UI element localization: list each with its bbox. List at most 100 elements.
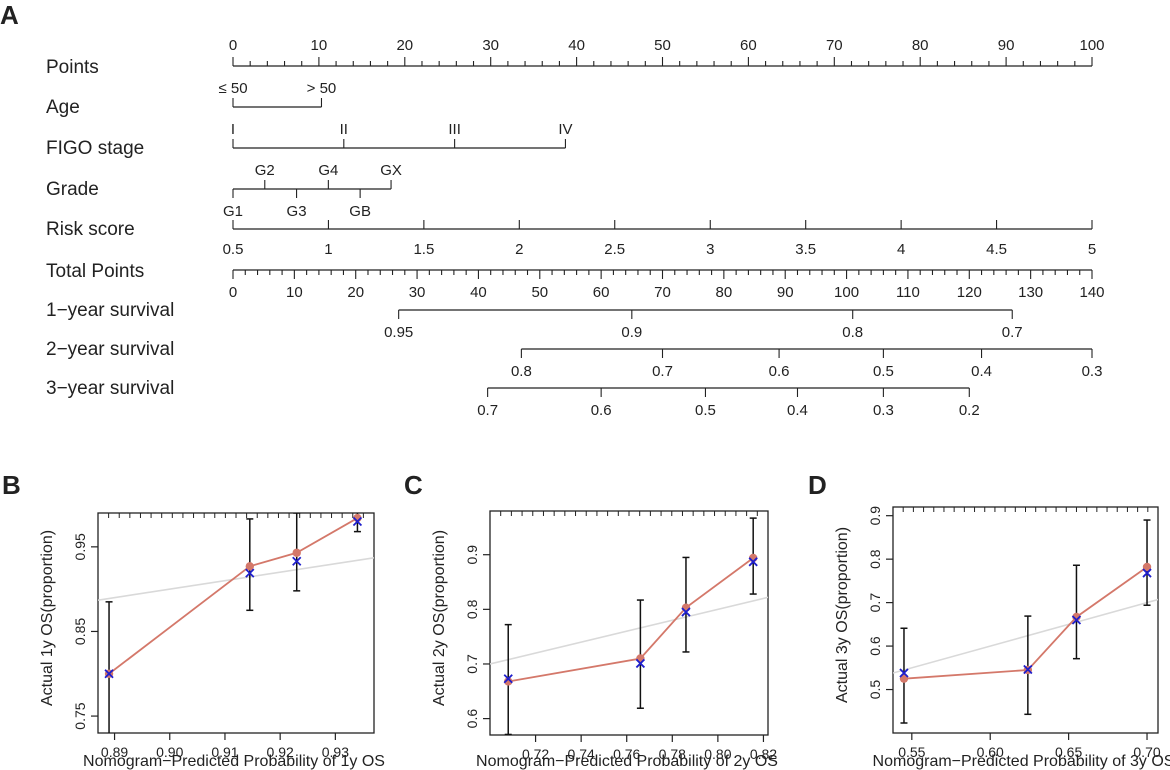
s2-tick-label: 0.8 bbox=[511, 363, 532, 380]
age-tick-label: > 50 bbox=[307, 80, 337, 97]
x-axis-title: Nomogram−Predicted Probability of 2y OS bbox=[476, 753, 778, 770]
bias-corrected-marker bbox=[292, 556, 302, 566]
x-tick-label: 0.91 bbox=[211, 744, 238, 760]
s3-tick-label: 0.7 bbox=[477, 402, 498, 419]
grade-tick-label: G4 bbox=[318, 162, 338, 179]
x-axis-title: Nomogram−Predicted Probability of 3y OS bbox=[873, 753, 1170, 770]
row-label-risk: Risk score bbox=[46, 219, 135, 240]
x-tick-label: 0.76 bbox=[613, 746, 640, 762]
bias-corrected-marker bbox=[503, 674, 513, 684]
total-tick-label: 130 bbox=[1018, 284, 1043, 301]
y-tick-label: 0.85 bbox=[72, 618, 88, 645]
y-tick-label: 0.8 bbox=[464, 599, 480, 619]
total-tick-label: 10 bbox=[286, 284, 303, 301]
y-axis-title: Actual 3y OS(proportion) bbox=[834, 527, 851, 703]
panel-label-a: A bbox=[0, 0, 19, 30]
x-tick-label: 0.80 bbox=[704, 746, 731, 762]
total-tick-label: 140 bbox=[1079, 284, 1104, 301]
calibration-plot-1y: B 0.89 0.90 0.91 0.92 0.93 0.75 0.85 0.95 Nomogr… bbox=[2, 470, 385, 770]
total-tick-label: 0 bbox=[229, 284, 237, 301]
total-tick-label: 80 bbox=[716, 284, 733, 301]
s3-tick-label: 0.5 bbox=[695, 402, 716, 419]
total-tick-label: 100 bbox=[834, 284, 859, 301]
plot-area bbox=[893, 519, 1158, 724]
row-label-figo: FIGO stage bbox=[46, 138, 144, 159]
grade-tick-label: G2 bbox=[255, 162, 275, 179]
row-label-s3: 3−year survival bbox=[46, 378, 174, 399]
points-tick-label: 100 bbox=[1079, 37, 1104, 54]
bias-corrected-marker bbox=[1142, 568, 1152, 578]
risk-tick-label: 2 bbox=[515, 241, 523, 258]
row-label-s2: 2−year survival bbox=[46, 339, 174, 360]
s1-tick-label: 0.95 bbox=[384, 324, 413, 341]
y-axis-title: Actual 1y OS(proportion) bbox=[39, 530, 56, 706]
points-tick-label: 10 bbox=[311, 37, 328, 54]
total-tick-label: 120 bbox=[957, 284, 982, 301]
x-axis-title: Nomogram−Predicted Probability of 1y OS bbox=[83, 753, 385, 770]
risk-tick-label: 3.5 bbox=[795, 241, 816, 258]
observed-point bbox=[1142, 562, 1152, 572]
observed-point bbox=[899, 674, 909, 683]
y-tick-label: 0.9 bbox=[867, 506, 883, 526]
y-tick-label: 0.7 bbox=[867, 593, 883, 613]
s2-tick-label: 0.5 bbox=[873, 363, 894, 380]
row-label-s1: 1−year survival bbox=[46, 300, 174, 321]
x-tick-label: 0.78 bbox=[659, 746, 686, 762]
s3-tick-label: 0.2 bbox=[959, 402, 980, 419]
x-tick-label: 0.72 bbox=[522, 746, 549, 762]
x-tick-label: 0.90 bbox=[156, 744, 183, 760]
points-tick-label: 20 bbox=[396, 37, 413, 54]
panel-label-b: B bbox=[2, 470, 21, 500]
observed-point bbox=[504, 677, 513, 686]
y-tick-label: 0.5 bbox=[867, 680, 883, 700]
ideal-reference-line bbox=[98, 557, 374, 601]
total-tick-label: 70 bbox=[654, 284, 671, 301]
observed-calibration-line bbox=[108, 517, 358, 675]
observed-calibration-line bbox=[903, 566, 1148, 680]
x-tick-label: 0.74 bbox=[568, 746, 595, 762]
bias-corrected-marker bbox=[899, 668, 909, 678]
risk-tick-label: 0.5 bbox=[223, 241, 244, 258]
s1-tick-label: 0.8 bbox=[842, 324, 863, 341]
risk-tick-label: 4.5 bbox=[986, 241, 1007, 258]
total-tick-label: 30 bbox=[409, 284, 426, 301]
x-tick-label: 0.92 bbox=[267, 744, 294, 760]
points-tick-label: 90 bbox=[998, 37, 1015, 54]
grade-tick-label: G3 bbox=[287, 203, 307, 220]
plot-frame bbox=[97, 512, 375, 734]
bias-corrected-marker bbox=[1023, 664, 1033, 675]
s1-tick-label: 0.7 bbox=[1002, 324, 1023, 341]
bias-corrected-marker bbox=[352, 516, 363, 527]
plot-frame bbox=[489, 510, 769, 736]
grade-tick-label: GX bbox=[380, 162, 402, 179]
age-tick-label: ≤ 50 bbox=[218, 80, 247, 97]
figo-tick-label: III bbox=[448, 121, 461, 138]
y-tick-label: 0.7 bbox=[464, 654, 480, 674]
points-tick-label: 80 bbox=[912, 37, 929, 54]
bias-corrected-marker bbox=[748, 557, 758, 567]
total-tick-label: 50 bbox=[531, 284, 548, 301]
s2-tick-label: 0.3 bbox=[1082, 363, 1103, 380]
risk-tick-label: 1 bbox=[324, 241, 332, 258]
observed-calibration-line bbox=[508, 557, 754, 683]
points-tick-label: 30 bbox=[482, 37, 499, 54]
points-tick-label: 0 bbox=[229, 37, 237, 54]
row-label-grade: Grade bbox=[46, 179, 99, 200]
risk-tick-label: 4 bbox=[897, 241, 905, 258]
bias-corrected-marker bbox=[635, 658, 646, 669]
plot-area bbox=[98, 513, 374, 733]
grade-tick-label: G1 bbox=[223, 203, 243, 220]
y-tick-label: 0.9 bbox=[464, 545, 480, 565]
figo-tick-label: IV bbox=[558, 121, 572, 138]
observed-point bbox=[681, 603, 691, 612]
figo-tick-label: II bbox=[340, 121, 348, 138]
y-tick-label: 0.8 bbox=[867, 549, 883, 569]
ideal-reference-line bbox=[490, 596, 768, 665]
bias-corrected-marker bbox=[104, 669, 114, 679]
grade-tick-label: GB bbox=[349, 203, 371, 220]
y-tick-label: 0.95 bbox=[72, 533, 88, 560]
bias-corrected-marker bbox=[245, 568, 255, 578]
observed-point bbox=[245, 562, 254, 571]
